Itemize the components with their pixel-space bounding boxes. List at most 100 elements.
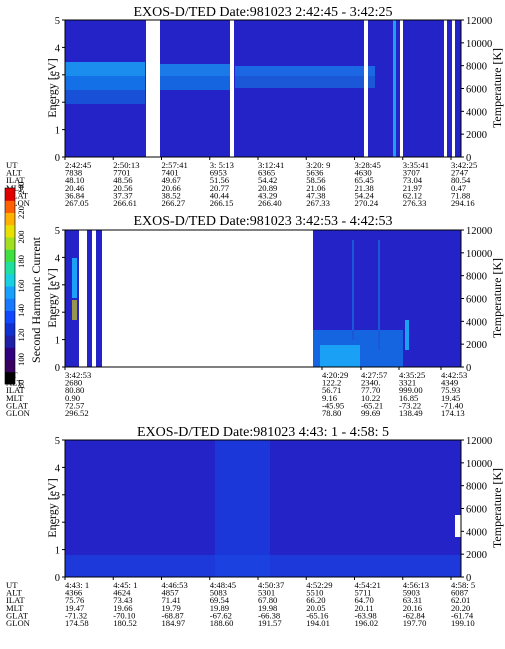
- orbit-cell: -45.95: [322, 400, 344, 410]
- orbit-cell: 999.00: [399, 385, 423, 395]
- orbit-cell: 294.16: [451, 198, 475, 208]
- orbit-cell: 19.45: [441, 393, 460, 403]
- orbit-cell: -62.84: [403, 610, 426, 620]
- orbit-cell: 19.47: [65, 603, 85, 613]
- ytick-right-label: 6000: [466, 505, 487, 516]
- orbit-cell: 40.44: [210, 190, 230, 200]
- panel-2-stripe: [378, 240, 380, 350]
- ytick-right-label: 4000: [466, 317, 487, 328]
- orbit-cell: 266.40: [258, 198, 282, 208]
- orbit-cell: 72.57: [65, 400, 85, 410]
- orbit-cell: 5711: [355, 588, 372, 598]
- panel-3-ylabel: Energy [eV]: [45, 478, 59, 537]
- colorbar-tick: 120: [16, 329, 26, 342]
- orbit-cell: 47.38: [306, 190, 325, 200]
- ytick-right-label: 6000: [466, 85, 487, 96]
- orbit-cell: 10.22: [361, 393, 380, 403]
- orbit-cell: 4:45: 1: [113, 580, 137, 590]
- orbit-cell: 191.57: [258, 618, 282, 628]
- orbit-cell: 9.16: [322, 393, 338, 403]
- orbit-cell: 38.52: [162, 190, 181, 200]
- orbit-cell: 20.89: [258, 183, 277, 193]
- orbit-row-label: ALT: [6, 168, 23, 178]
- panel-1-stripe: [444, 20, 447, 157]
- orbit-cell: 267.33: [306, 198, 330, 208]
- orbit-cell: 4:58: 5: [451, 580, 475, 590]
- orbit-cell: 99.69: [361, 408, 380, 418]
- orbit-cell: 20.77: [210, 183, 230, 193]
- panel-3-ylabel-right: Temperature [K]: [490, 468, 504, 548]
- panel-1-stripe: [400, 20, 403, 157]
- orbit-cell: 20.20: [451, 603, 470, 613]
- orbit-cell: 66.20: [306, 595, 325, 605]
- panel-2-band-light: [320, 345, 360, 367]
- panel-1-data-gap: [230, 20, 234, 157]
- orbit-cell: 3:42:53: [65, 370, 91, 380]
- ytick-label: 2: [55, 518, 60, 529]
- orbit-cell: 4:50:37: [258, 580, 285, 590]
- colorbar-swatch: [5, 200, 15, 213]
- panel-1-band-mid-2: [160, 76, 230, 90]
- orbit-cell: 3:20: 9: [306, 160, 330, 170]
- panel-1-data-gap: [364, 20, 368, 157]
- panel-1-band-dark: [65, 90, 145, 104]
- ytick-label: 1: [55, 126, 60, 137]
- colorbar-tick: 200: [16, 231, 26, 244]
- orbit-cell: 3707: [403, 168, 421, 178]
- panel-1-ylabel: Energy [eV]: [45, 58, 59, 117]
- colorbar-frame: [4, 187, 16, 385]
- panel-2-ylabel-right: Temperature [K]: [490, 258, 504, 338]
- panel-1-stripe: [452, 20, 455, 157]
- orbit-cell: 80.54: [451, 175, 471, 185]
- panel-1-data-gap: [146, 20, 160, 157]
- ytick-label: 1: [55, 546, 60, 557]
- orbit-cell: 174.13: [441, 408, 465, 418]
- orbit-cell: 21.06: [306, 183, 326, 193]
- orbit-cell: 64.70: [355, 595, 374, 605]
- orbit-cell: 266.15: [210, 198, 234, 208]
- ytick-label: 0: [55, 153, 60, 164]
- orbit-cell: 5510: [306, 588, 323, 598]
- orbit-cell: 4:56:13: [403, 580, 429, 590]
- panel-1-band-light-3: [235, 66, 375, 76]
- colorbar-swatch: [5, 310, 15, 324]
- ytick-right-label: 4000: [466, 527, 487, 538]
- orbit-cell: -68.87: [162, 610, 185, 620]
- ytick-right-label: 8000: [466, 482, 487, 493]
- orbit-cell: 73.04: [403, 175, 423, 185]
- panel-1-band-mid-3: [235, 76, 375, 88]
- orbit-cell: 266.27: [162, 198, 186, 208]
- ytick-label: 0: [55, 573, 60, 584]
- orbit-cell: 5301: [258, 588, 275, 598]
- orbit-cell: 62.12: [403, 190, 422, 200]
- orbit-cell: 4366: [65, 588, 83, 598]
- orbit-cell: 19.89: [210, 603, 229, 613]
- orbit-cell: 3: 5:13: [210, 160, 234, 170]
- orbit-cell: 196.02: [355, 618, 379, 628]
- orbit-cell: 2:57:41: [162, 160, 188, 170]
- orbit-cell: 2:50:13: [113, 160, 139, 170]
- colorbar-swatch: [5, 286, 15, 299]
- panel-1-band-light-2: [160, 64, 230, 76]
- ytick-label: 0: [55, 363, 60, 374]
- colorbar-swatch: [5, 298, 15, 311]
- panel-1: EXOS-D/TED Date:981023 2:42:45 - 3:42:25…: [6, 5, 504, 208]
- orbit-cell: 4630: [355, 168, 372, 178]
- orbit-cell: 21.38: [355, 183, 374, 193]
- ytick-right-label: 12000: [466, 226, 492, 237]
- ytick-label: 4: [55, 43, 61, 54]
- panel-2-ylabel: Energy [eV]: [45, 268, 59, 327]
- ytick-label: 5: [55, 16, 60, 27]
- orbit-cell: 19.98: [258, 603, 277, 613]
- orbit-cell: 276.33: [403, 198, 427, 208]
- orbit-cell: 5636: [306, 168, 324, 178]
- orbit-cell: 296.52: [65, 408, 89, 418]
- colorbar-tick: 140: [16, 304, 26, 317]
- colorbar-swatch: [5, 188, 15, 201]
- orbit-cell: -71.32: [65, 610, 87, 620]
- panel-3: EXOS-D/TED Date:981023 4:43: 1 - 4:58: 5…: [6, 425, 504, 628]
- orbit-cell: 16.85: [399, 393, 418, 403]
- orbit-cell: 122.2: [322, 378, 341, 388]
- orbit-cell: 21.97: [403, 183, 423, 193]
- colorbar-tick: 180: [16, 255, 26, 268]
